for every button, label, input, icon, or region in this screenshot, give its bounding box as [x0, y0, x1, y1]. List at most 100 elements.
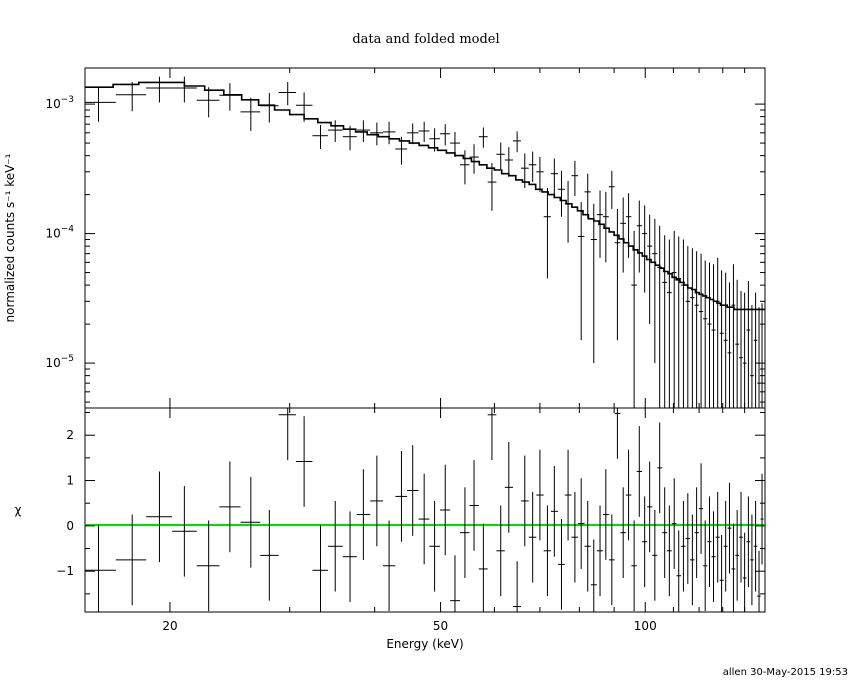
residual-data-point — [459, 487, 470, 578]
spectrum-data-point — [641, 205, 648, 293]
spectrum-data-point — [735, 279, 740, 408]
x-tick-layer: 20 50 100 — [162, 68, 766, 633]
residual-data-point — [746, 496, 751, 588]
spectrum-data-point — [487, 163, 497, 211]
residual-ytick-label: 2 — [66, 428, 74, 442]
residual-data-point — [439, 464, 451, 556]
x-axis-label: Energy (keV) — [386, 637, 463, 651]
residual-data-point — [742, 532, 747, 612]
spectrum-data-point — [429, 128, 440, 152]
residual-data-point — [760, 473, 764, 565]
spectrum-data-point — [711, 264, 716, 408]
spectrum-y-axis-label: normalized counts s⁻¹ keV⁻¹ — [3, 153, 17, 322]
residual-data-point — [487, 408, 497, 461]
chart-title: data and folded model — [352, 32, 499, 47]
residual-data-point — [296, 416, 313, 507]
residual-data-point — [631, 520, 637, 612]
residual-data-point — [757, 550, 761, 612]
residual-ytick-label: 1 — [66, 474, 74, 488]
spectrum-data-point — [296, 92, 313, 122]
spectrum-data-point — [172, 76, 197, 103]
residual-data-point — [685, 493, 691, 584]
spectrum-data-point — [602, 191, 609, 263]
residual-ytick-layer: 2 1 0 −1 — [56, 412, 765, 595]
spectrum-data-point — [260, 92, 279, 123]
residual-data-point — [723, 500, 728, 592]
residual-data-point — [383, 520, 396, 612]
residual-data-point — [327, 500, 343, 592]
spectrum-data-point — [219, 83, 241, 111]
spectrum-data-point — [652, 218, 658, 364]
residual-data-point — [662, 487, 668, 578]
spectrum-data-point — [671, 230, 677, 408]
footer-timestamp: allen 30-May-2015 19:53 — [723, 667, 848, 678]
spectrum-data-point — [564, 180, 572, 243]
residual-data-layer — [85, 408, 764, 612]
spectrum-data-point — [571, 160, 579, 197]
residual-data-point — [395, 451, 408, 542]
spectrum-data-point — [240, 97, 261, 131]
residual-data-point — [731, 523, 736, 612]
folded-model-line — [85, 81, 765, 311]
spectrum-data-point — [703, 260, 708, 408]
spectrum-data-point — [146, 76, 173, 103]
residual-data-point — [735, 510, 740, 601]
spectrum-data-point — [742, 292, 747, 408]
residual-data-point — [578, 478, 585, 569]
spectrum-data-point — [657, 225, 663, 408]
residual-data-point — [496, 505, 505, 597]
residual-data-point — [85, 524, 116, 612]
residual-data-point — [536, 449, 544, 541]
spectrum-data-point — [85, 88, 116, 122]
spectrum-data-point — [528, 151, 537, 183]
spectrum-data-point — [690, 248, 695, 408]
spectrum-data-point — [596, 190, 603, 258]
residual-data-point — [370, 455, 384, 547]
spectrum-data-point — [550, 158, 558, 195]
spectrum-data-point — [383, 121, 396, 145]
spectrum-model-layer — [85, 81, 765, 311]
x-tick-label: 50 — [433, 619, 448, 633]
spectrum-data-point — [746, 281, 751, 408]
spectrum-data-point — [698, 253, 704, 408]
residual-data-point — [528, 491, 537, 583]
residual-data-point — [278, 408, 297, 461]
spectrum-data-point — [667, 239, 672, 408]
spectrum-data-point — [450, 131, 460, 158]
spectrum-data-point — [278, 82, 297, 106]
spectrum-data-point — [395, 136, 408, 165]
spectrum-data-point — [723, 272, 728, 408]
residual-data-point — [727, 482, 732, 574]
residual-data-point — [753, 500, 758, 592]
residual-data-point — [636, 426, 642, 517]
residual-data-point — [671, 478, 677, 569]
spectrum-data-point — [625, 193, 632, 258]
residual-data-point — [625, 449, 632, 541]
spectrum-data-point — [631, 230, 637, 408]
spectrum-data-point — [620, 197, 626, 273]
residual-data-point — [614, 408, 621, 459]
spectrum-ytick-layer: 10−3 10−4 10−5 — [45, 95, 765, 403]
residual-data-point — [478, 523, 488, 612]
residual-panel: 2 1 0 −1 χ — [15, 407, 766, 613]
residual-data-point — [564, 449, 572, 541]
residual-data-point — [750, 514, 754, 606]
spectrum-data-point — [731, 264, 736, 408]
x-tick-label: 100 — [634, 619, 657, 633]
residual-data-point — [450, 555, 460, 612]
spectrum-data-point — [636, 200, 642, 273]
spectrum-panel-frame — [84, 67, 766, 409]
residual-data-point — [707, 496, 712, 588]
residual-data-point — [407, 445, 419, 536]
residual-data-point — [652, 510, 658, 601]
spectrum-data-point — [685, 246, 691, 408]
spectrum-data-point — [196, 87, 220, 118]
spectrum-data-point — [496, 142, 505, 170]
spectrum-data-point — [557, 170, 565, 217]
residual-data-point — [719, 534, 724, 612]
spectrum-data-point — [459, 150, 470, 185]
residual-data-point — [694, 487, 699, 578]
spectrum-data-point — [536, 157, 544, 192]
residual-data-point — [703, 520, 708, 612]
spectrum-data-point — [753, 292, 758, 408]
